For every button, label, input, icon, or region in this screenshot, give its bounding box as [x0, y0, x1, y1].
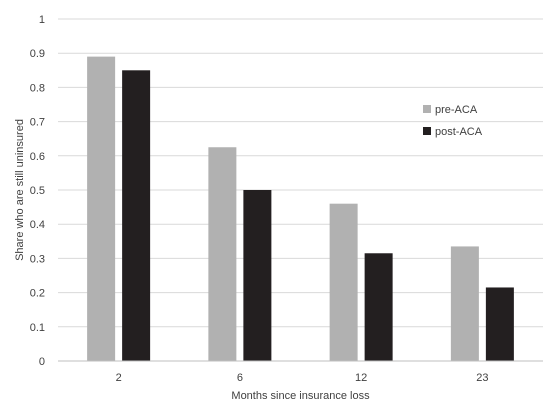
- y-tick-label: 0.1: [30, 322, 45, 334]
- bar-post-aca-6: [243, 190, 272, 361]
- legend-swatch: [423, 127, 431, 135]
- x-axis-ticks: 2 6 12 23: [116, 372, 489, 384]
- x-tick-label: 12: [355, 372, 367, 384]
- legend-label: post-ACA: [435, 126, 483, 138]
- bar-post-aca-2: [122, 70, 151, 362]
- legend-label: pre-ACA: [435, 104, 478, 116]
- bar-pre-aca-2: [87, 56, 116, 362]
- x-axis-title: Months since insurance loss: [231, 390, 370, 402]
- y-tick-label: 0.2: [30, 288, 45, 300]
- x-tick-label: 2: [116, 372, 122, 384]
- y-tick-label: 0.5: [30, 185, 45, 197]
- x-tick-label: 23: [476, 372, 488, 384]
- y-tick-label: 0.3: [30, 253, 45, 265]
- bar-pre-aca-6: [208, 147, 237, 361]
- legend-swatch: [423, 105, 431, 113]
- y-tick-label: 1: [39, 14, 45, 26]
- x-tick-label: 6: [237, 372, 243, 384]
- bar-post-aca-23: [485, 287, 514, 361]
- legend: pre-ACA post-ACA: [423, 104, 483, 138]
- y-tick-label: 0: [39, 356, 45, 368]
- bar-pre-aca-23: [450, 246, 479, 361]
- bar-pre-aca-12: [329, 203, 358, 361]
- y-axis-title: Share who are still uninsured: [14, 119, 26, 261]
- y-tick-label: 0.8: [30, 82, 45, 94]
- bar-post-aca-12: [364, 253, 393, 361]
- y-tick-label: 0.7: [30, 117, 45, 129]
- bars: [87, 56, 514, 362]
- y-tick-label: 0.9: [30, 48, 45, 60]
- y-axis-ticks: 0 0.1 0.2 0.3 0.4 0.5 0.6 0.7 0.8 0.9 1: [30, 14, 45, 368]
- y-tick-label: 0.6: [30, 151, 45, 163]
- y-tick-label: 0.4: [30, 219, 45, 231]
